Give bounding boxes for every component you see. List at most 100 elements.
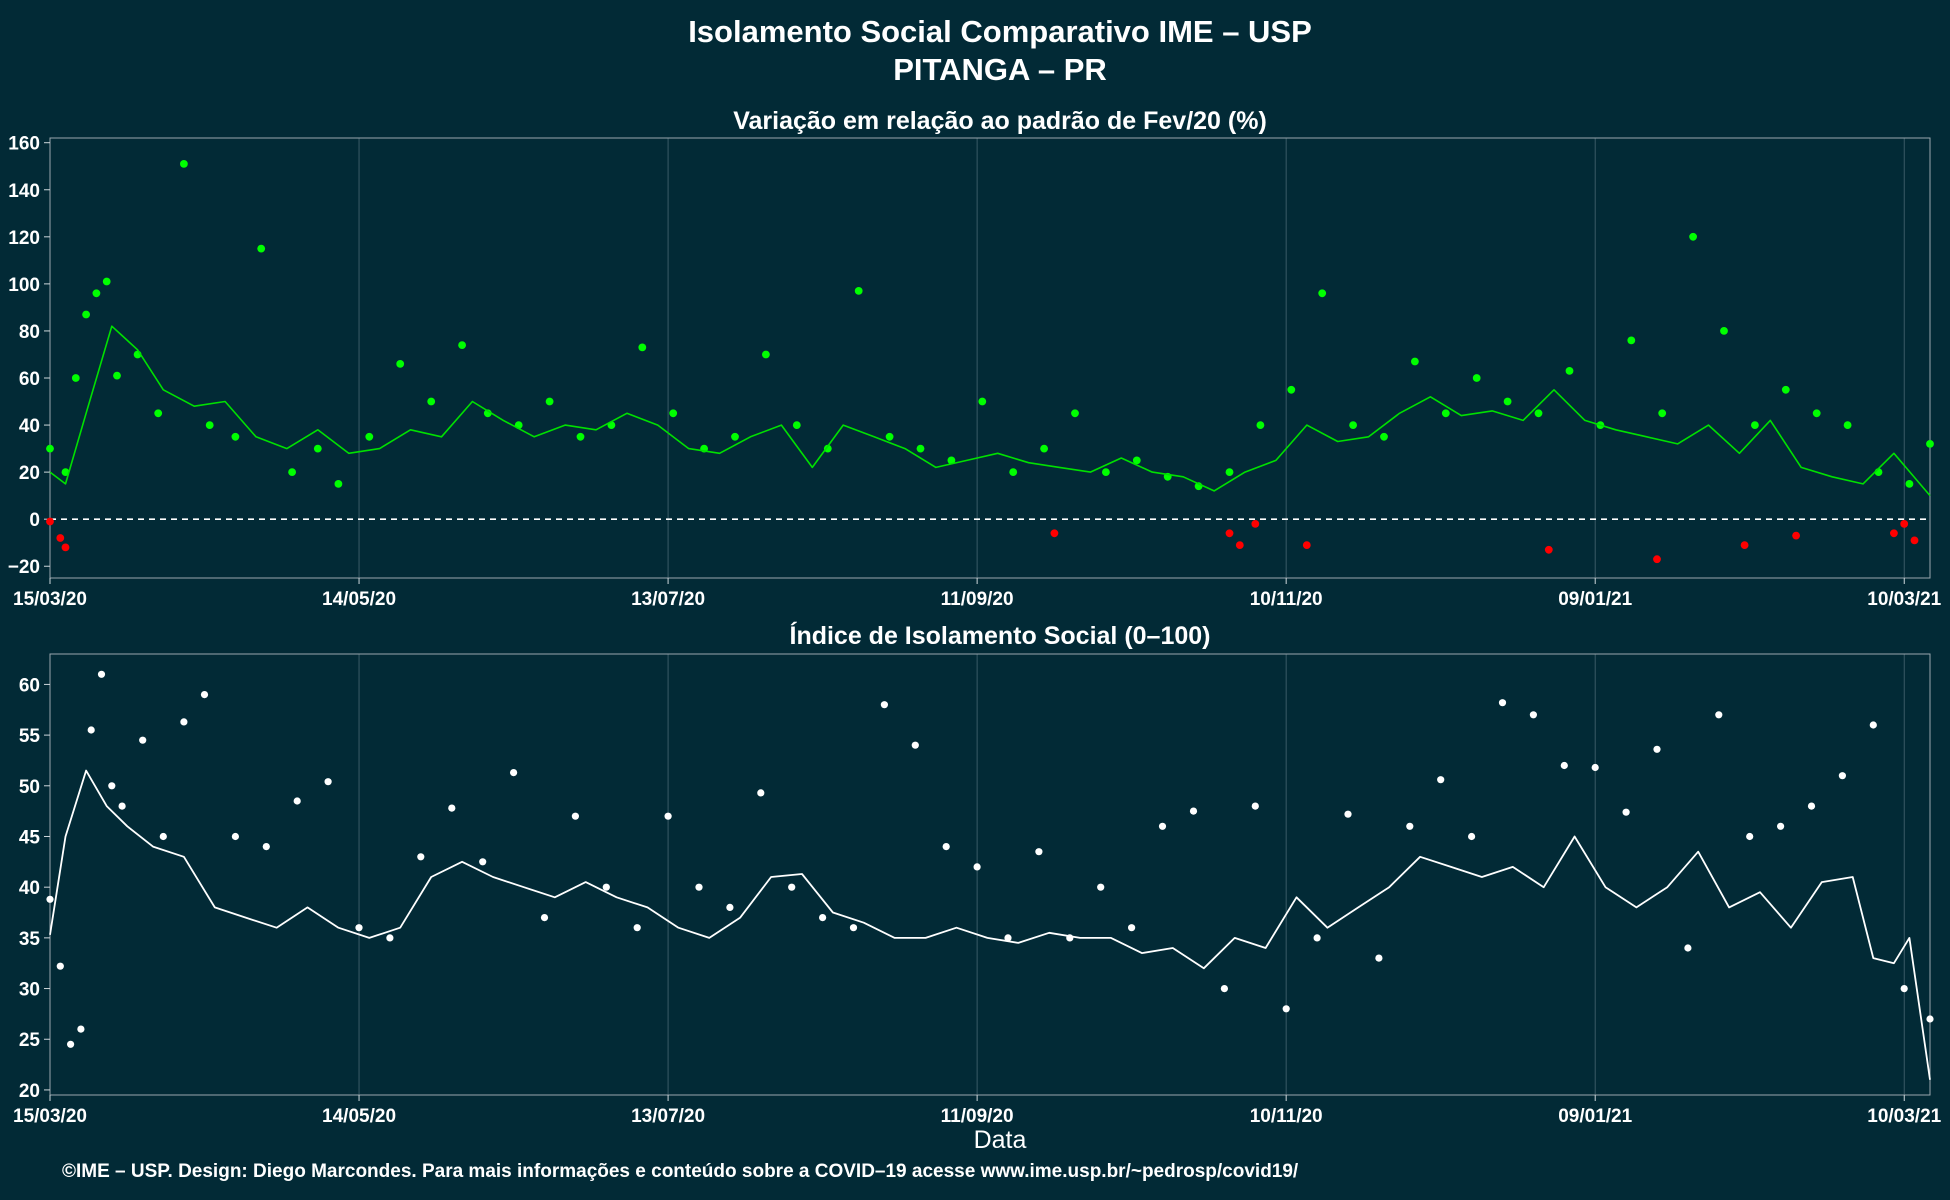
index-point-20 bbox=[479, 858, 487, 866]
variation-point-23 bbox=[576, 432, 585, 441]
index-y-tick-label-7: 55 bbox=[19, 726, 41, 747]
variation-point-33 bbox=[885, 432, 894, 441]
index-point-24 bbox=[602, 883, 610, 891]
variation-negative-point-10 bbox=[1740, 541, 1749, 549]
index-point-35 bbox=[942, 843, 950, 851]
index-point-30 bbox=[788, 883, 796, 891]
index-x-tick-label-3: 11/09/20 bbox=[941, 1106, 1014, 1127]
index-point-27 bbox=[695, 883, 703, 891]
variation-negative-point-8 bbox=[1544, 545, 1553, 554]
index-y-tick-label-2: 30 bbox=[19, 980, 40, 1001]
variation-y-tick-label-7: 120 bbox=[8, 228, 40, 249]
variation-point-50 bbox=[1411, 357, 1419, 366]
index-panel: Índice de Isolamento Social (0–100) Data… bbox=[13, 621, 1942, 1154]
index-moving-average-line bbox=[49, 769, 1931, 1080]
variation-point-30 bbox=[792, 421, 801, 429]
variation-negative-point-14 bbox=[1910, 536, 1919, 545]
variation-y-tick-label-8: 140 bbox=[8, 181, 40, 202]
index-point-52 bbox=[1468, 832, 1476, 841]
variation-point-1 bbox=[61, 468, 70, 476]
variation-point-49 bbox=[1380, 432, 1388, 441]
index-point-42 bbox=[1158, 822, 1167, 830]
variation-point-55 bbox=[1565, 367, 1574, 375]
variation-point-66 bbox=[1905, 480, 1914, 488]
index-point-67 bbox=[1926, 1015, 1934, 1023]
variation-point-25 bbox=[638, 343, 647, 352]
index-point-65 bbox=[1869, 721, 1877, 729]
variation-point-32 bbox=[854, 287, 863, 295]
variation-x-tick-label-0: 15/03/20 bbox=[13, 589, 87, 610]
index-y-tick-label-4: 40 bbox=[19, 878, 40, 899]
variation-point-51 bbox=[1441, 409, 1450, 418]
variation-point-16 bbox=[365, 432, 374, 441]
variation-x-tick-label-4: 10/11/20 bbox=[1250, 589, 1323, 610]
index-point-37 bbox=[1004, 934, 1012, 942]
variation-negative-point-4 bbox=[1225, 529, 1234, 538]
variation-point-18 bbox=[427, 397, 436, 406]
index-x-tick-label-1: 14/05/20 bbox=[322, 1106, 396, 1127]
variation-point-4 bbox=[92, 289, 101, 298]
variation-negative-point-12 bbox=[1890, 529, 1898, 538]
variation-y-tick-label-9: 160 bbox=[8, 134, 40, 155]
variation-x-tick-label-2: 13/07/20 bbox=[631, 589, 705, 610]
index-point-12 bbox=[231, 832, 239, 841]
index-point-11 bbox=[200, 691, 209, 699]
index-point-7 bbox=[118, 802, 126, 810]
index-point-23 bbox=[571, 812, 580, 820]
index-point-49 bbox=[1375, 954, 1383, 962]
index-point-32 bbox=[849, 924, 858, 932]
variation-point-14 bbox=[313, 444, 322, 453]
index-y-tick-label-1: 25 bbox=[19, 1030, 41, 1051]
variation-point-28 bbox=[731, 432, 739, 441]
index-point-16 bbox=[355, 924, 363, 932]
variation-point-34 bbox=[916, 444, 925, 453]
variation-negative-point-2 bbox=[61, 543, 70, 552]
index-point-61 bbox=[1746, 832, 1754, 841]
variation-point-19 bbox=[458, 341, 466, 349]
index-point-33 bbox=[880, 701, 889, 709]
variation-point-54 bbox=[1534, 409, 1543, 418]
variation-negative-point-1 bbox=[56, 534, 65, 542]
variation-point-41 bbox=[1132, 456, 1141, 465]
index-point-44 bbox=[1220, 985, 1228, 993]
variation-point-53 bbox=[1503, 397, 1512, 406]
variation-negative-point-13 bbox=[1900, 520, 1909, 528]
variation-point-60 bbox=[1720, 327, 1728, 335]
index-point-0 bbox=[46, 895, 54, 903]
variation-point-47 bbox=[1318, 289, 1327, 298]
index-point-60 bbox=[1715, 711, 1723, 719]
variation-negative-point-6 bbox=[1251, 520, 1260, 528]
index-point-40 bbox=[1097, 883, 1105, 891]
variation-x-tick-label-6: 10/03/21 bbox=[1867, 589, 1941, 610]
variation-point-9 bbox=[180, 160, 188, 168]
index-point-59 bbox=[1684, 944, 1692, 952]
index-point-2 bbox=[67, 1040, 75, 1048]
footer-credit: ©IME – USP. Design: Diego Marcondes. Par… bbox=[62, 1161, 1299, 1182]
index-point-31 bbox=[819, 914, 827, 922]
index-point-10 bbox=[180, 718, 188, 726]
variation-point-6 bbox=[113, 371, 121, 380]
index-point-22 bbox=[540, 914, 549, 922]
variation-point-10 bbox=[205, 421, 214, 429]
index-point-26 bbox=[664, 812, 672, 820]
index-point-28 bbox=[726, 903, 734, 912]
variation-y-tick-label-5: 80 bbox=[19, 322, 40, 343]
variation-point-8 bbox=[154, 409, 163, 418]
variation-point-40 bbox=[1102, 468, 1110, 476]
index-point-55 bbox=[1560, 761, 1568, 770]
index-point-62 bbox=[1777, 822, 1785, 830]
index-x-tick-label-0: 15/03/20 bbox=[13, 1106, 87, 1127]
variation-y-tick-label-1: 0 bbox=[29, 510, 40, 531]
index-point-18 bbox=[417, 853, 425, 861]
variation-chart-title: Variação em relação ao padrão de Fev/20 … bbox=[733, 107, 1267, 135]
variation-point-58 bbox=[1658, 409, 1667, 418]
index-point-29 bbox=[757, 789, 765, 797]
variation-point-31 bbox=[823, 444, 832, 453]
index-y-tick-label-0: 20 bbox=[19, 1081, 40, 1102]
index-point-57 bbox=[1622, 808, 1630, 816]
index-point-34 bbox=[911, 741, 919, 749]
index-y-tick-label-6: 50 bbox=[19, 777, 40, 798]
variation-negative-point-0 bbox=[46, 517, 54, 526]
variation-point-2 bbox=[71, 374, 80, 382]
